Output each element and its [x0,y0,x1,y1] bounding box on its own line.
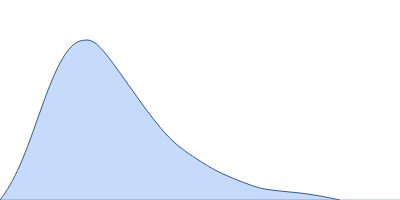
plot-area [0,40,340,200]
area-fill [0,40,340,200]
chart [0,0,400,200]
area-line [0,40,340,200]
